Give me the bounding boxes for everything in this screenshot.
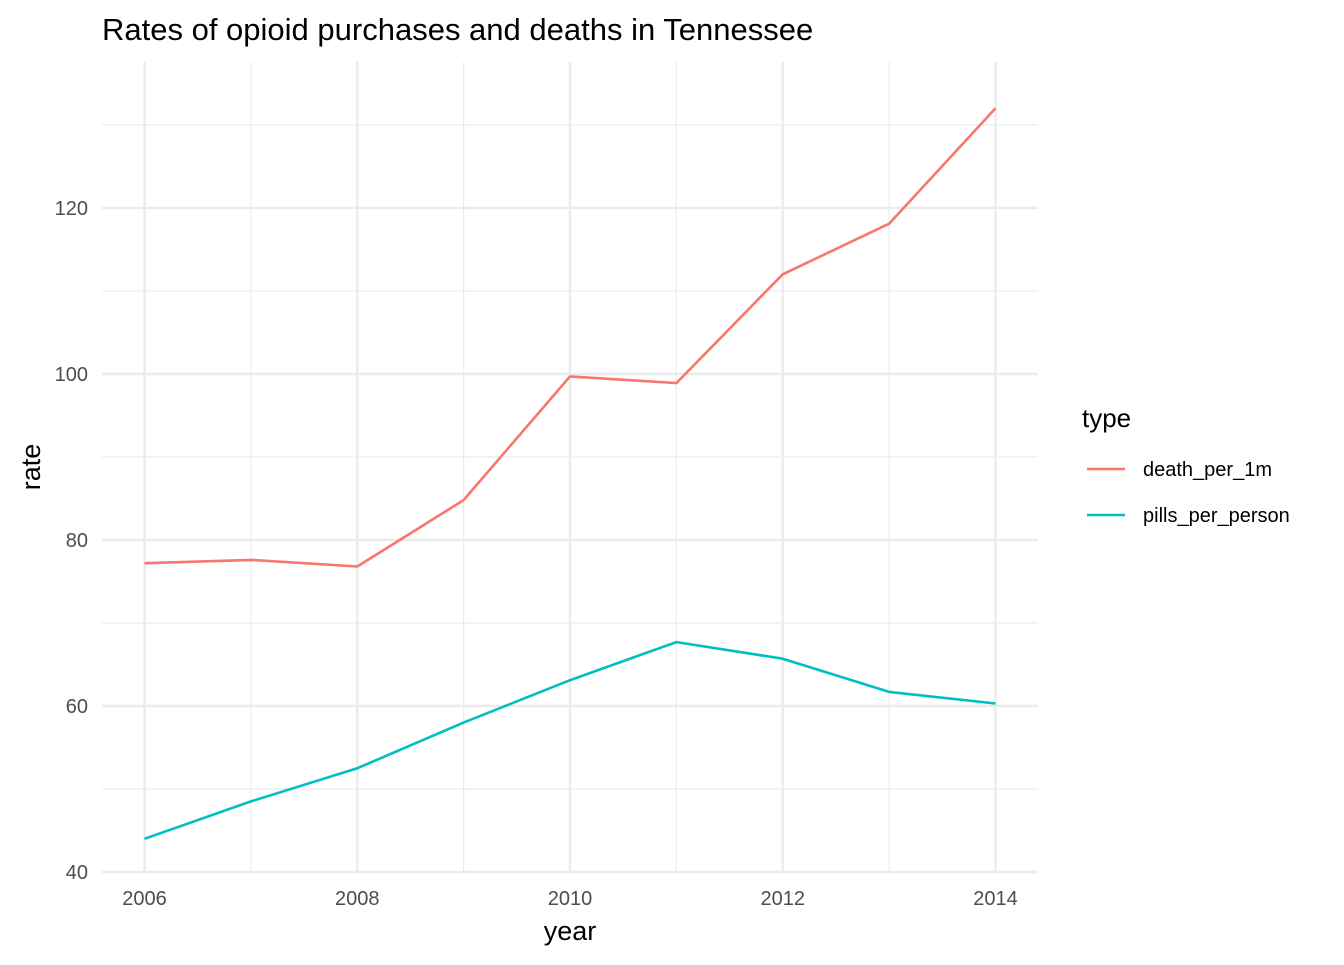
x-tick-label: 2010 <box>548 888 593 910</box>
x-axis-ticks: 2006 2008 2010 2012 2014 <box>122 888 1017 910</box>
series-lines <box>144 107 997 841</box>
y-axis-ticks: 40 60 80 100 120 <box>55 198 88 884</box>
y-tick-label: 80 <box>66 530 88 552</box>
chart-title: Rates of opioid purchases and deaths in … <box>102 12 813 47</box>
series-line-pills_per_person <box>144 640 996 841</box>
x-tick-label: 2006 <box>122 888 167 910</box>
legend-title: type <box>1082 403 1131 433</box>
legend: type death_per_1m pills_per_person <box>1082 403 1290 527</box>
x-tick-label: 2012 <box>760 888 805 910</box>
series-line-death_per_1m <box>144 107 997 568</box>
y-tick-label: 120 <box>55 198 88 220</box>
x-tick-label: 2014 <box>973 888 1018 910</box>
legend-label-pills_per_person: pills_per_person <box>1143 505 1290 527</box>
x-axis-title: year <box>544 916 597 946</box>
grid <box>102 62 1038 874</box>
legend-label-death_per_1m: death_per_1m <box>1143 459 1272 481</box>
y-tick-label: 60 <box>66 696 88 718</box>
y-axis-title: rate <box>16 444 46 491</box>
legend-items: death_per_1m pills_per_person <box>1087 459 1290 527</box>
y-tick-label: 100 <box>55 364 88 386</box>
x-tick-label: 2008 <box>335 888 380 910</box>
y-tick-label: 40 <box>66 862 88 884</box>
